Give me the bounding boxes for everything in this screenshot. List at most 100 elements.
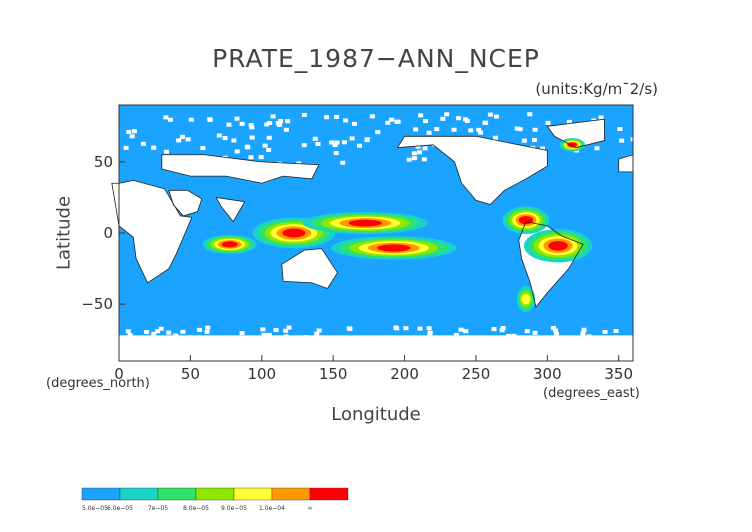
coastline-greenland	[546, 118, 605, 149]
missing-cell-north	[129, 134, 135, 139]
missing-cell-north	[531, 138, 537, 143]
missing-cell-north	[131, 129, 137, 134]
missing-cell-south	[403, 326, 409, 331]
precip-amazon-basin-level-6	[548, 241, 568, 251]
missing-cell-south	[523, 347, 529, 352]
missing-cell-south	[453, 332, 459, 337]
missing-cell-south	[575, 342, 581, 347]
missing-cell-south	[135, 344, 141, 349]
missing-cell-north	[200, 146, 206, 151]
missing-cell-south	[550, 325, 556, 330]
missing-cell-south	[187, 349, 193, 354]
coastline-south-america	[518, 221, 584, 308]
coastline-australia	[281, 248, 338, 289]
missing-cell-north	[234, 149, 240, 154]
colorbar-label: 5.0e−05	[82, 505, 108, 512]
missing-cell-south	[594, 337, 600, 342]
missing-cell-north	[163, 115, 169, 120]
missing-cell-north	[545, 120, 551, 125]
missing-cell-north	[239, 121, 245, 126]
missing-cell-south	[478, 351, 484, 356]
missing-cell-south	[463, 329, 469, 334]
missing-cell-north	[421, 157, 427, 162]
missing-cell-north	[517, 127, 523, 132]
missing-cell-south	[276, 348, 282, 353]
missing-cell-north	[231, 138, 237, 143]
missing-cell-south	[283, 334, 289, 339]
missing-cell-south	[511, 333, 517, 338]
missing-cell-south	[265, 351, 271, 356]
missing-cell-north	[266, 135, 272, 140]
x-tick-label: 100	[247, 365, 276, 383]
colorbar-label: 7e−05	[148, 505, 168, 512]
colorbar-label: ∞	[308, 505, 313, 512]
x-axis-unit-left: (degrees_north)	[46, 376, 150, 391]
missing-cell-south	[592, 347, 598, 352]
missing-cell-south	[442, 353, 448, 358]
colorbar-swatch-2	[157, 487, 197, 501]
missing-cell-south	[533, 339, 539, 344]
colorbar-label: 9.0e−05	[221, 505, 247, 512]
missing-cell-south	[303, 343, 309, 348]
missing-cell-south	[141, 353, 147, 358]
missing-cell-north	[180, 134, 186, 139]
missing-cell-north	[463, 117, 469, 122]
missing-cell-north	[375, 130, 381, 135]
missing-cell-south	[362, 343, 368, 348]
missing-cell-north	[357, 143, 363, 148]
missing-cell-north	[406, 157, 412, 162]
missing-cell-north	[341, 140, 347, 145]
missing-cell-north	[413, 127, 419, 132]
missing-cell-south	[348, 337, 354, 342]
missing-cell-north	[369, 114, 375, 119]
missing-cell-north	[412, 156, 418, 161]
land-india	[216, 197, 245, 222]
missing-cell-north	[619, 138, 625, 143]
missing-cell-south	[287, 353, 293, 358]
missing-cell-south	[624, 343, 630, 348]
missing-cell-south	[283, 328, 289, 333]
missing-cell-north	[285, 119, 291, 124]
missing-cell-north	[480, 144, 486, 149]
missing-cell-south	[508, 350, 514, 355]
missing-cell-south	[444, 349, 450, 354]
missing-cell-north	[586, 124, 592, 129]
missing-cell-south	[553, 328, 559, 333]
missing-cell-north	[301, 112, 307, 117]
missing-cell-north	[492, 135, 498, 140]
missing-cell-south	[212, 341, 218, 346]
missing-cell-south	[531, 349, 537, 354]
missing-cell-north	[244, 144, 250, 149]
missing-cell-south	[553, 331, 559, 336]
missing-cell-south	[300, 352, 306, 357]
missing-cell-north	[176, 138, 182, 143]
x-tick-label: 300	[533, 365, 562, 383]
missing-cell-north	[151, 145, 157, 150]
x-axis-unit-right: (degrees_east)	[543, 386, 640, 401]
missing-cell-north	[506, 150, 512, 155]
missing-cell-south	[613, 328, 619, 333]
land-africa	[111, 180, 192, 283]
missing-cell-north	[267, 120, 273, 125]
missing-cell-north	[532, 127, 538, 132]
colorbar-label: 8.0e−05	[183, 505, 209, 512]
precip-central-america-level-6	[518, 216, 534, 225]
land-australia	[281, 248, 338, 289]
missing-cell-south	[144, 330, 150, 335]
missing-cell-south	[411, 337, 417, 342]
missing-cell-south	[387, 352, 393, 357]
missing-cell-south	[334, 350, 340, 355]
missing-cell-north	[478, 156, 484, 161]
missing-cell-south	[517, 337, 523, 342]
missing-cell-south	[447, 343, 453, 348]
missing-cell-south	[427, 332, 433, 337]
page-title: PRATE_1987−ANN_NCEP	[212, 44, 540, 73]
missing-cell-north	[181, 155, 187, 160]
missing-cell-south	[273, 328, 279, 333]
missing-cell-north	[594, 146, 600, 151]
missing-cell-north	[487, 112, 493, 117]
y-axis-label: Latitude	[53, 195, 75, 271]
missing-cell-north	[324, 115, 330, 120]
missing-cell-north	[385, 120, 391, 125]
missing-cell-north	[521, 138, 527, 143]
